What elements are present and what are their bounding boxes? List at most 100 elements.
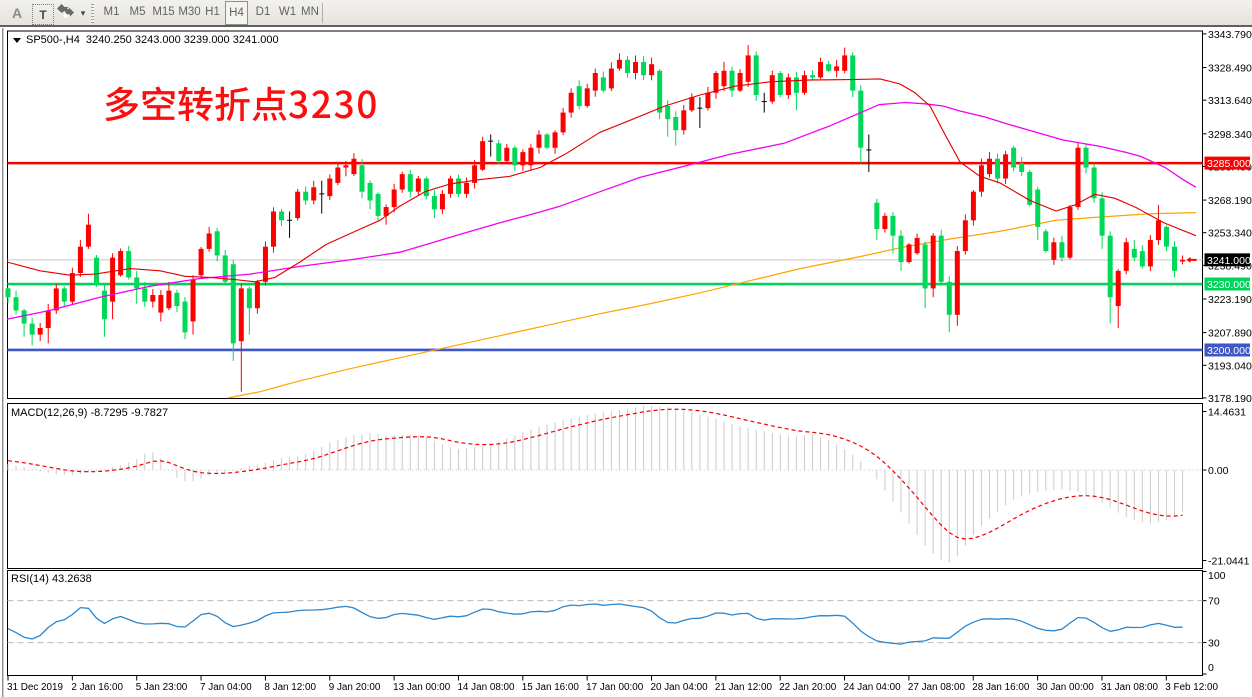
time-axis-label: 9 Jan 20:00: [329, 682, 381, 693]
candle-body: [882, 215, 888, 230]
candle-body: [166, 290, 172, 309]
annotation-glyph-多: [105, 86, 139, 122]
letter-t-icon: T: [39, 7, 47, 22]
candle-body: [818, 62, 824, 78]
candle-body: [568, 92, 574, 113]
timeframe-button-m5[interactable]: M5: [129, 6, 146, 18]
candle-body: [801, 75, 807, 93]
toolbar-grip[interactable]: [91, 4, 94, 23]
timeframe-button-mn[interactable]: MN: [301, 6, 319, 18]
candle-body: [777, 72, 783, 95]
candle-body: [295, 191, 301, 219]
candle-body: [351, 158, 357, 175]
timeframe-button-m30[interactable]: M30: [178, 6, 201, 18]
candle-body: [303, 191, 309, 201]
candle-body: [1035, 189, 1041, 227]
candle-body: [230, 264, 236, 344]
time-axis-label: 21 Jan 12:00: [715, 682, 773, 693]
candle-body: [279, 211, 285, 221]
candle-body: [456, 178, 462, 194]
candle-body: [206, 233, 212, 249]
macd-indicator-label: MACD(12,26,9) -8.7295 -9.7827: [11, 407, 169, 419]
candle-body: [624, 59, 630, 73]
candle-body: [21, 310, 27, 324]
symbol-collapse-triangle-icon[interactable]: [13, 38, 21, 43]
candle-body: [85, 224, 91, 247]
ma-fast-line: [6, 78, 1197, 283]
level-badge-label: 3230.000: [1207, 279, 1251, 291]
candle-body: [938, 235, 944, 282]
toolbar: A T ▾ M1 M5 M15 M30 H1 H4 D1 W1 MN: [0, 0, 1252, 27]
candle-body: [158, 295, 164, 313]
indicators-button[interactable]: [56, 2, 82, 24]
candle-body: [1091, 167, 1097, 199]
timeframe-button-m15[interactable]: M15: [152, 6, 175, 18]
timeframe-button-h1[interactable]: H1: [205, 6, 220, 18]
macd-axis-label: -21.0441: [1208, 556, 1250, 568]
candle-body: [930, 235, 936, 289]
price-axis-label: 3223.190: [1208, 294, 1252, 306]
time-axis-label: 24 Jan 04:00: [844, 682, 902, 693]
level-badge-label: 3285.000: [1207, 158, 1251, 170]
rsi-axis-label: 70: [1208, 596, 1220, 608]
level-badge: [1204, 277, 1250, 291]
dropdown-caret-icon[interactable]: ▾: [80, 7, 86, 18]
candle-body: [1059, 242, 1065, 258]
time-axis-label: 13 Jan 00:00: [393, 682, 451, 693]
candle-body: [962, 220, 968, 252]
rsi-axis-label: 0: [1208, 662, 1214, 674]
text-tool-button[interactable]: A: [6, 2, 28, 24]
text-label-tool-button[interactable]: T: [32, 4, 54, 25]
candle-body: [383, 207, 389, 216]
candle-body: [649, 64, 655, 76]
candle-body: [1099, 198, 1105, 236]
candle-body: [238, 288, 244, 342]
price-axis-label: 3207.890: [1208, 328, 1252, 340]
candle-body: [705, 92, 711, 109]
rsi-axis-label: 30: [1208, 638, 1220, 650]
candle-body: [769, 75, 775, 102]
rsi-indicator-label: RSI(14) 43.2638: [11, 573, 92, 585]
candle-body: [512, 147, 518, 166]
candle-body: [544, 134, 550, 148]
candle-body: [1075, 147, 1081, 208]
time-axis-label: 8 Jan 12:00: [264, 682, 316, 693]
candle-body: [222, 255, 228, 282]
candle-body: [898, 235, 904, 263]
candle-body: [391, 189, 397, 208]
candle-body: [1051, 242, 1057, 260]
timeframe-button-d1[interactable]: D1: [255, 6, 271, 18]
candle-body: [1172, 246, 1178, 271]
time-axis-label: 7 Jan 04:00: [200, 682, 252, 693]
candle-body: [496, 143, 502, 161]
level-badge: [1204, 156, 1250, 170]
candle-body: [1003, 154, 1009, 179]
candle-body: [439, 193, 445, 210]
macd-axis-label: 14.4631: [1208, 407, 1246, 419]
diamond-arrow-up-shape: [57, 4, 66, 13]
annotation-glyph-转: [178, 86, 213, 122]
candle-body: [262, 246, 268, 282]
candle-body: [327, 178, 333, 197]
candle-body: [69, 273, 75, 302]
candle-body: [1163, 226, 1169, 247]
time-axis-label: 17 Jan 00:00: [586, 682, 644, 693]
time-axis-label: 5 Jan 23:00: [136, 682, 188, 693]
annotation-glyph-点: [252, 86, 287, 122]
price-axis-label: 3268.190: [1208, 195, 1252, 207]
time-axis-label: 14 Jan 08:00: [457, 682, 515, 693]
candle-body: [190, 279, 196, 322]
candle-body: [142, 288, 148, 302]
candle-body: [954, 251, 960, 315]
candle-body: [1123, 242, 1129, 271]
candle-body: [874, 202, 880, 230]
timeframe-button-w1[interactable]: W1: [278, 6, 297, 18]
candle-body: [270, 211, 276, 247]
timeframe-button-m1[interactable]: M1: [103, 6, 120, 18]
candle-body: [906, 244, 912, 263]
candle-body: [986, 158, 992, 175]
candle-body: [504, 147, 510, 161]
timeframe-button-h4[interactable]: H4: [225, 1, 248, 25]
chart-title-ohlc: SP500-,H4 3240.250 3243.000 3239.000 324…: [26, 34, 279, 46]
